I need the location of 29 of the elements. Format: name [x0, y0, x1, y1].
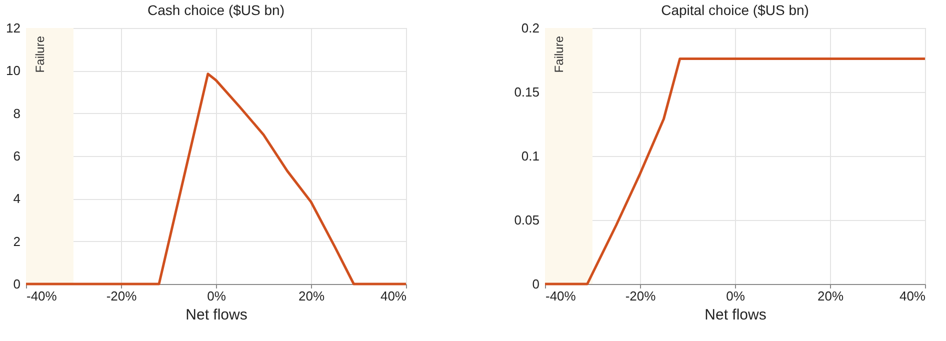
y-tick-label: 0.2: [521, 20, 540, 36]
y-tick-label: 10: [6, 63, 20, 78]
line-series: [24, 72, 408, 286]
y-tick-label: 0: [13, 276, 20, 292]
band-label: Failure: [552, 36, 566, 73]
y-tick-label: 0.05: [514, 212, 540, 228]
y-tick-label: 8: [13, 106, 20, 121]
x-tick-label: 20%: [298, 288, 325, 304]
y-tick-label: 6: [13, 148, 20, 164]
y-tick-label: 0.1: [521, 148, 540, 164]
x-tick-label: -40%: [26, 288, 58, 304]
x-axis-title: Net flows: [704, 306, 766, 324]
x-tick-label: -20%: [625, 288, 656, 304]
x-tick-label: -20%: [106, 288, 138, 304]
x-tick-label: 40%: [380, 288, 407, 304]
y-tick-label: 0.15: [514, 84, 540, 100]
y-tick-label: 4: [13, 191, 20, 206]
x-tick-label: 40%: [899, 288, 926, 304]
x-tick-label: 20%: [817, 288, 844, 304]
x-tick-label: 0%: [726, 288, 746, 304]
x-tick-label: 0%: [207, 288, 226, 304]
chart-title: Cash choice ($US bn): [148, 2, 284, 18]
y-tick-label: 2: [13, 234, 20, 249]
chart-title: Capital choice ($US bn): [661, 2, 809, 18]
y-tick-label: 0: [532, 276, 540, 292]
x-axis-title: Net flows: [186, 306, 248, 324]
y-tick-label: 12: [6, 20, 20, 36]
x-tick-label: -40%: [546, 288, 576, 304]
band-label: Failure: [33, 36, 47, 73]
